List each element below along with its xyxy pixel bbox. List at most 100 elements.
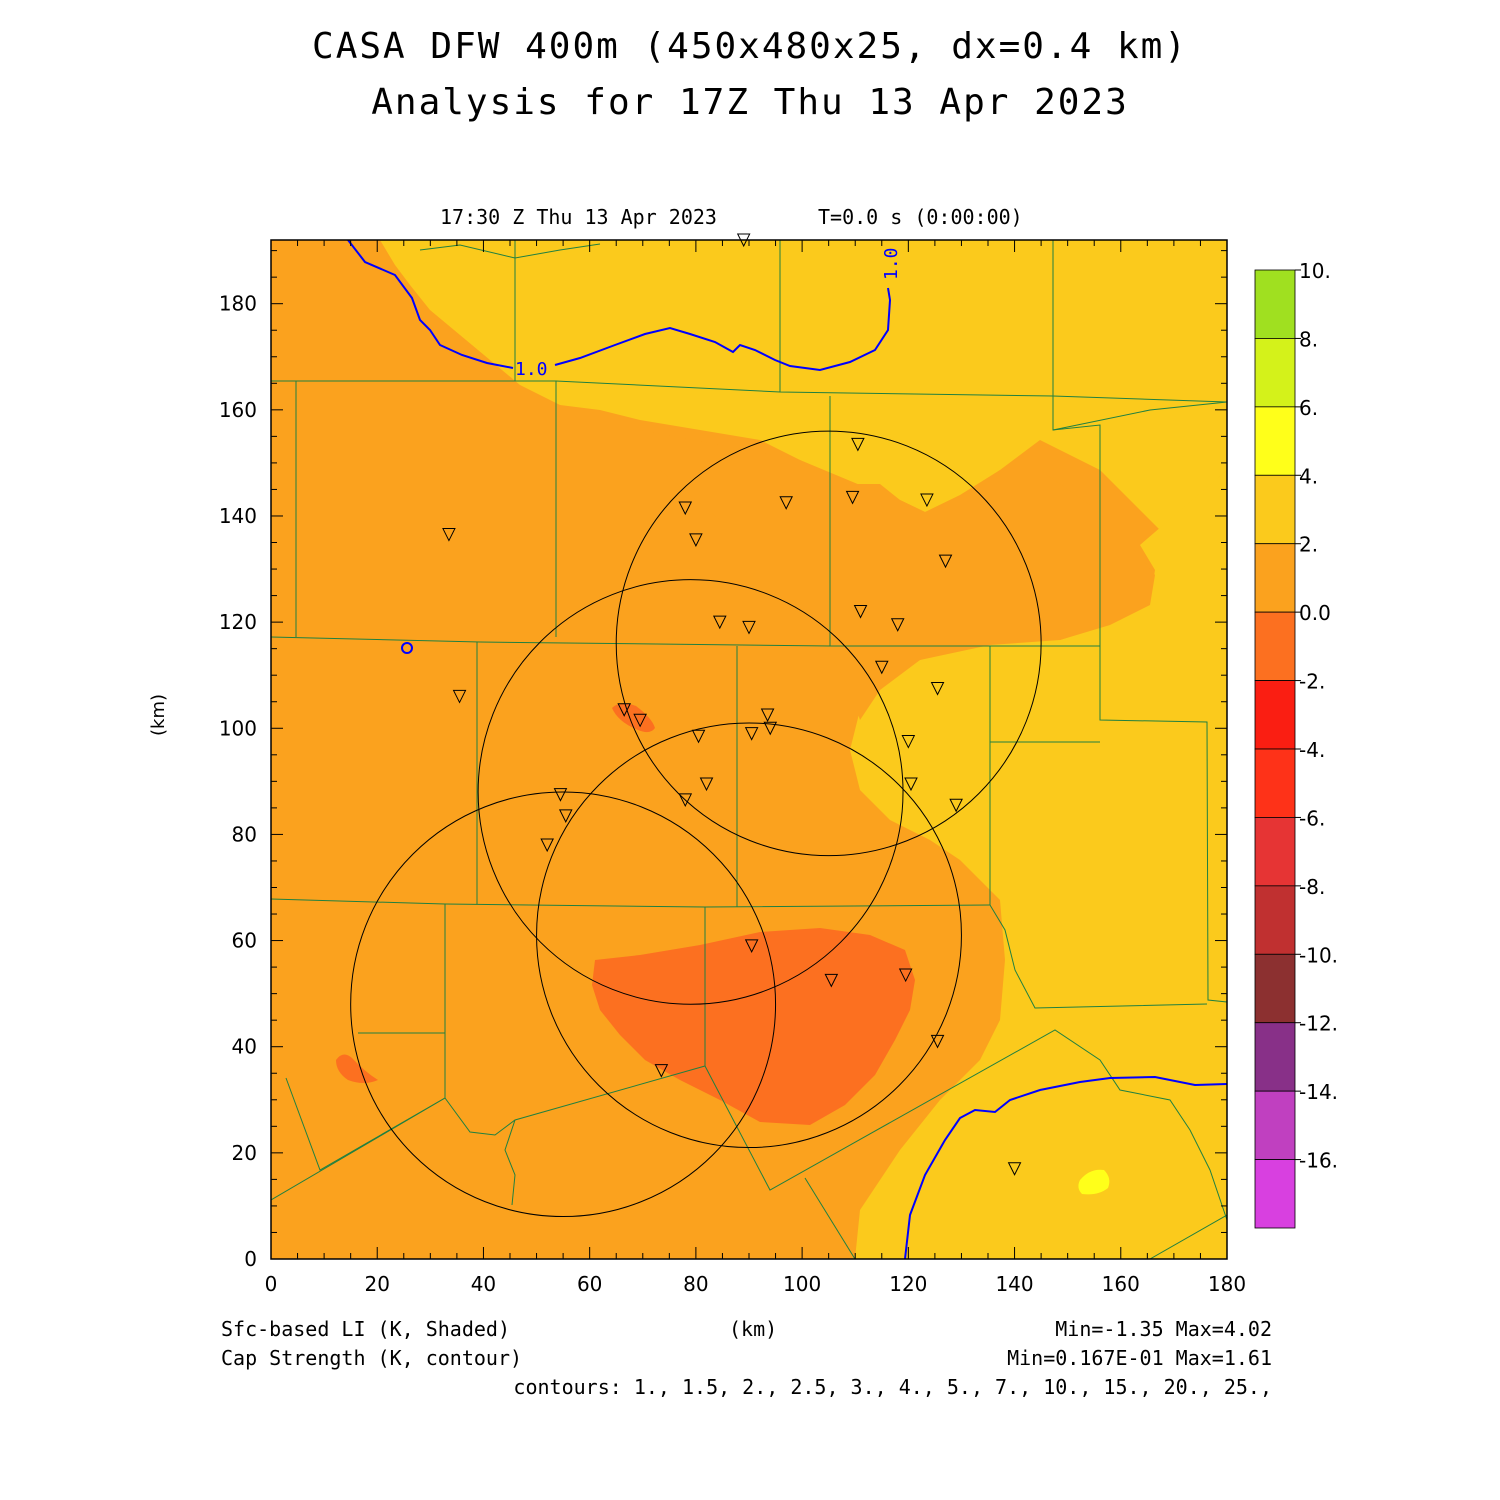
colorbar-swatch [1254, 406, 1296, 476]
radar-ring [615, 430, 1042, 857]
li-2-4-region-east [850, 470, 1227, 1259]
station-marker [452, 689, 467, 704]
title-line-2: Analysis for 17Z Thu 13 Apr 2023 [371, 82, 1129, 123]
county-line [1052, 401, 1227, 431]
station-marker [678, 793, 693, 808]
colorbar-label: 0.0 [1299, 601, 1331, 625]
station-marker [712, 615, 727, 630]
station-marker [779, 496, 793, 510]
radar-ring [350, 791, 777, 1218]
colorbar-label: -6. [1299, 806, 1325, 830]
station-marker [744, 727, 759, 741]
li-2-4-region-north [380, 240, 1227, 530]
station-marker [678, 501, 693, 516]
colorbar-swatch [1254, 611, 1296, 681]
station-marker [920, 493, 934, 508]
county-line [504, 1119, 516, 1206]
colorbar-swatch [1254, 1159, 1296, 1229]
contour-label-northeast: 1.0 [881, 247, 902, 280]
footer-right-1: Min=-1.35 Max=4.02 [1055, 1317, 1272, 1341]
li-neg-blob-sw [336, 1054, 378, 1083]
x-tick-label: 20 [364, 1272, 389, 1296]
station-marker [874, 660, 889, 675]
x-tick-label: 120 [889, 1272, 927, 1296]
cap-contour-southeast [904, 1075, 1227, 1259]
station-marker [633, 713, 647, 728]
x-axis-label: (km) [729, 1317, 778, 1341]
colorbar-swatch [1254, 885, 1296, 955]
footer-right-2: Min=0.167E-01 Max=1.61 [1007, 1346, 1272, 1370]
footer-right-3: contours: 1., 1.5, 2., 2.5, 3., 4., 5., … [513, 1375, 1272, 1399]
station-marker [851, 437, 865, 452]
y-tick-label: 140 [219, 504, 257, 528]
station-marker [930, 681, 945, 696]
cap-contour-small [401, 642, 413, 654]
forecast-time: T=0.0 s (0:00:00) [818, 205, 1023, 229]
li-neg-blob-west [612, 703, 655, 733]
x-tick-label: 100 [783, 1272, 821, 1296]
y-tick-label: 100 [219, 716, 257, 740]
x-tick-label: 160 [1102, 1272, 1140, 1296]
y-tick-label: 160 [219, 398, 257, 422]
colorbar-swatch [1254, 817, 1296, 887]
colorbar-label: -2. [1299, 670, 1325, 694]
shaded-field [271, 240, 1227, 1259]
station-marker [904, 777, 918, 792]
y-tick-label: 180 [219, 292, 257, 316]
station-marker [853, 605, 868, 619]
y-tick-label: 0 [244, 1247, 257, 1271]
y-axis-label: (km) [148, 693, 169, 736]
colorbar-swatch [1254, 748, 1296, 818]
colorbar-label: 8. [1299, 327, 1318, 351]
li-4-6-blob [1078, 1169, 1110, 1195]
colorbar: 10. 8. 6. 4. 2. 0.0 -2. -4. -6. -8. -10. -12. -14. -1… [1254, 259, 1338, 1229]
colorbar-swatch [1254, 474, 1296, 545]
station-marker [890, 618, 905, 632]
y-tick-label: 40 [232, 1035, 257, 1059]
y-tick-label: 60 [232, 929, 257, 953]
y-tick-label: 120 [219, 610, 257, 634]
colorbar-swatch [1254, 269, 1296, 339]
li-neg-core-south [592, 928, 915, 1125]
radar-ring [477, 579, 904, 1005]
station-marker [699, 777, 714, 792]
footer-left-1: Sfc-based LI (K, Shaded) [221, 1317, 510, 1341]
colorbar-label: -14. [1299, 1080, 1338, 1104]
x-tick-label: 0 [265, 1272, 278, 1296]
station-marker [540, 838, 554, 853]
valid-time: 17:30 Z Thu 13 Apr 2023 [440, 205, 717, 229]
colorbar-label: 6. [1299, 396, 1318, 420]
radar-ring [536, 722, 962, 1149]
colorbar-label: -10. [1299, 943, 1338, 967]
cap-strength-contours [347, 240, 1227, 1259]
county-line [271, 1097, 446, 1201]
colorbar-label: -12. [1299, 1012, 1338, 1036]
station-marker [442, 528, 456, 542]
colorbar-swatch [1254, 543, 1296, 613]
county-line [989, 742, 1208, 1009]
colorbar-swatch [1254, 1022, 1296, 1092]
station-marker [654, 1064, 669, 1078]
title-line-1: CASA DFW 400m (450x480x25, dx=0.4 km) [312, 26, 1188, 67]
station-marker [691, 729, 706, 744]
county-line [419, 243, 601, 259]
x-tick-label: 80 [683, 1272, 708, 1296]
x-tick-label: 60 [577, 1272, 602, 1296]
colorbar-label: -8. [1299, 875, 1325, 899]
footer-left-2: Cap Strength (K, contour) [221, 1346, 523, 1370]
colorbar-label: 2. [1299, 533, 1318, 557]
colorbar-swatch [1254, 953, 1296, 1024]
station-marker [760, 708, 775, 723]
station-marker [763, 721, 778, 736]
station-marker [617, 703, 631, 717]
station-marker [938, 554, 953, 569]
x-tick-label: 140 [995, 1272, 1033, 1296]
contour-label-north: 1.0 [515, 359, 548, 380]
x-tick-label: 180 [1208, 1272, 1246, 1296]
station-marker [824, 973, 839, 988]
station-marker [930, 1034, 945, 1049]
station-marker [898, 968, 913, 983]
county-line [804, 1177, 856, 1259]
x-tick-label: 40 [471, 1272, 496, 1296]
